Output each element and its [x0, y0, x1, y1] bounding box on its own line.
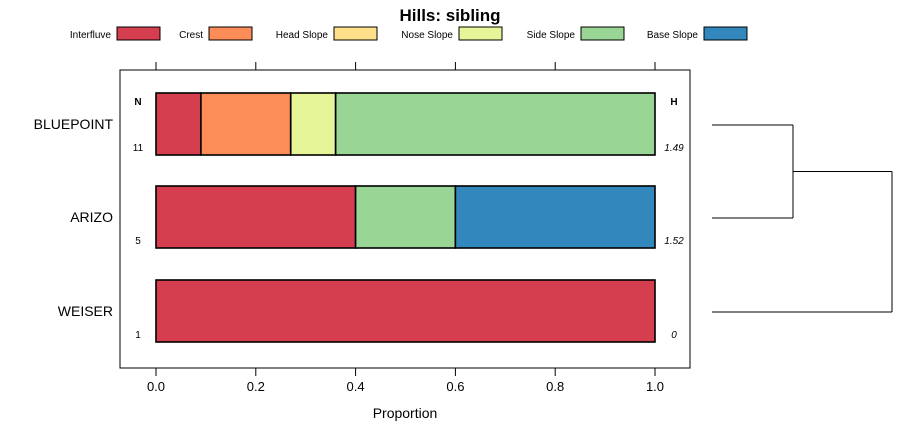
- legend-swatch-nose-slope: [458, 26, 503, 41]
- legend-swatch-crest: [208, 26, 253, 41]
- x-tick-label: 0.6: [446, 379, 464, 394]
- legend-label-head-slope: Head Slope: [276, 30, 329, 41]
- bar-segment-bluepoint-crest: [200, 92, 292, 156]
- legend-label-interfluve: Interfluve: [70, 30, 112, 41]
- chart-title: Hills: sibling: [399, 6, 500, 25]
- bar-segment-arizo-base-slope: [454, 185, 656, 249]
- x-tick-label: 0.4: [347, 379, 365, 394]
- top-axis-ticks: [155, 62, 656, 70]
- legend: Interfluve Crest Head Slope Nose Slope Side …: [70, 26, 748, 41]
- legend-swatch-side-slope: [580, 26, 625, 41]
- row-labels: BLUEPOINT 11 1.49 ARIZO 5 1.52 WEISER 1 0: [34, 116, 685, 341]
- h-column-header: H: [670, 97, 677, 108]
- category-label-weiser: WEISER: [58, 303, 113, 319]
- category-label-arizo: ARIZO: [70, 209, 113, 225]
- dendrogram: [712, 124, 893, 313]
- bar-segment-bluepoint-side-slope: [334, 92, 656, 156]
- x-tick-label: 1.0: [646, 379, 664, 394]
- legend-swatch-interfluve: [116, 26, 161, 41]
- category-label-bluepoint: BLUEPOINT: [34, 116, 114, 132]
- legend-swatch-base-slope: [703, 26, 748, 41]
- h-value-bluepoint: 1.49: [664, 143, 684, 154]
- h-value-weiser: 0: [671, 330, 677, 341]
- plot-panel: [119, 69, 691, 369]
- bar-segment-arizo-side-slope: [354, 185, 457, 249]
- bar-segment-bluepoint-interfluve: [155, 92, 202, 156]
- x-tick-label: 0.0: [147, 379, 165, 394]
- bar-group: [155, 92, 656, 343]
- n-value-weiser: 1: [135, 330, 141, 341]
- legend-label-crest: Crest: [179, 30, 203, 41]
- legend-label-base-slope: Base Slope: [647, 30, 699, 41]
- n-column-header: N: [134, 97, 141, 108]
- legend-label-side-slope: Side Slope: [527, 30, 576, 41]
- x-axis-title: Proportion: [373, 405, 438, 421]
- legend-swatch-head-slope: [333, 26, 378, 41]
- n-value-arizo: 5: [135, 236, 141, 247]
- n-value-bluepoint: 11: [133, 143, 144, 154]
- x-axis: 0.0 0.2 0.4 0.6 0.8 1.0: [147, 368, 664, 394]
- x-tick-label: 0.8: [546, 379, 564, 394]
- dendrogram-branches: [712, 124, 893, 313]
- bar-segment-weiser-interfluve: [155, 279, 656, 343]
- bar-segment-arizo-interfluve: [155, 185, 357, 249]
- x-tick-label: 0.2: [247, 379, 265, 394]
- legend-label-nose-slope: Nose Slope: [401, 30, 453, 41]
- h-value-arizo: 1.52: [664, 236, 684, 247]
- bar-segment-bluepoint-nose-slope: [289, 92, 337, 156]
